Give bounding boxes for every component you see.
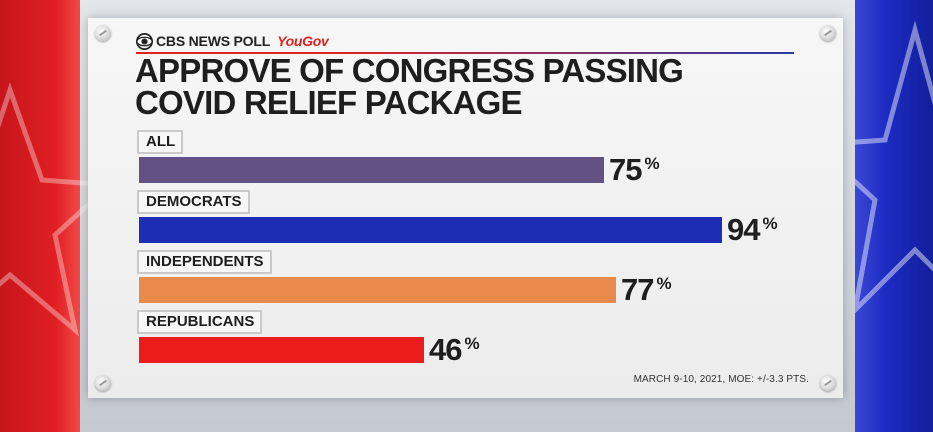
category-label-independents: INDEPENDENTS <box>137 250 272 274</box>
partner-name: YouGov <box>277 33 329 49</box>
value-number: 94 <box>727 212 760 247</box>
chart-title: APPROVE OF CONGRESS PASSING COVID RELIEF… <box>135 52 684 121</box>
star-outline-right-icon <box>855 20 933 350</box>
header-rule <box>136 52 794 54</box>
poll-header: CBS NEWS POLL YouGov <box>136 31 329 51</box>
bar-independents <box>139 277 616 303</box>
value-number: 46 <box>429 332 462 367</box>
percent-sign: % <box>644 154 659 173</box>
category-label-republicans: REPUBLICANS <box>137 310 263 334</box>
screw-icon <box>820 375 836 391</box>
footnote: MARCH 9-10, 2021, MOE: +/-3.3 PTS. <box>633 374 809 385</box>
background-red-panel <box>0 0 80 432</box>
value-label-republicans: 46% <box>429 332 480 367</box>
category-label-all: ALL <box>137 130 184 154</box>
screw-icon <box>95 25 111 41</box>
value-label-democrats: 94% <box>727 212 778 247</box>
screw-icon <box>820 25 836 41</box>
category-label-democrats: DEMOCRATS <box>137 190 250 214</box>
value-label-independents: 77% <box>621 272 672 307</box>
bar-all <box>139 157 604 183</box>
bar-republicans <box>139 337 424 363</box>
value-label-all: 75% <box>609 152 660 187</box>
brand-name: CBS NEWS POLL <box>156 33 271 49</box>
value-number: 77 <box>621 272 654 307</box>
percent-sign: % <box>762 214 777 233</box>
background-blue-panel <box>855 0 933 432</box>
percent-sign: % <box>656 274 671 293</box>
cbs-eye-logo-icon <box>136 32 153 50</box>
poll-graphic-panel: CBS NEWS POLL YouGov APPROVE OF CONGRESS… <box>88 18 843 398</box>
bar-democrats <box>139 217 722 243</box>
value-number: 75 <box>609 152 642 187</box>
star-outline-left-icon <box>0 70 110 370</box>
screw-icon <box>95 375 111 391</box>
percent-sign: % <box>464 334 479 353</box>
